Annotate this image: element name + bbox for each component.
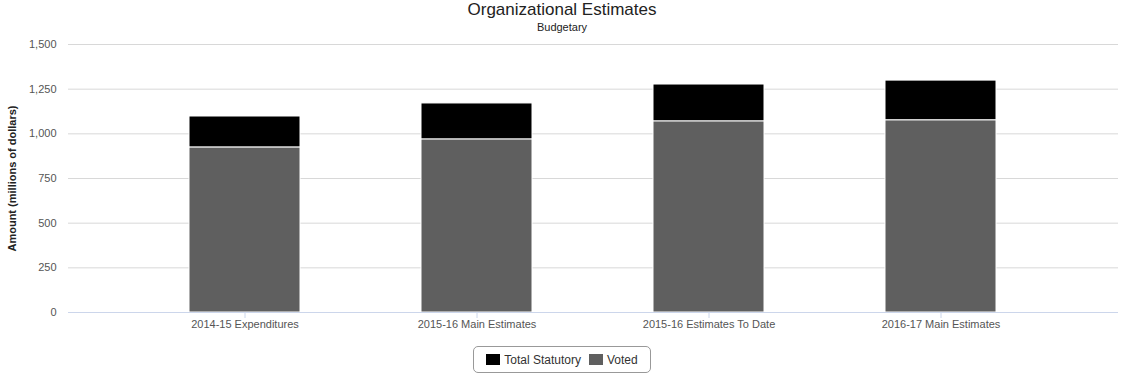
html-text:Budgetary: Budgetary	[536, 21, 588, 33]
svg-text:2014-15 Expenditures: 2014-15 Expenditures	[191, 318, 299, 330]
html-text:Organizational Estimates: Organizational Estimates	[467, 0, 657, 19]
svg-text:Amount (millions of dollars): Amount (millions of dollars)	[6, 105, 18, 251]
svg-text:2015-16 Main Estimates: 2015-16 Main Estimates	[418, 318, 537, 330]
svg-text:500: 500	[38, 217, 56, 229]
html-text:Total Statutory: Total Statutory	[504, 352, 581, 367]
svg-text:750: 750	[38, 172, 56, 184]
svg-text:250: 250	[38, 261, 56, 273]
svg-text:2015-16 Estimates To Date: 2015-16 Estimates To Date	[643, 318, 775, 330]
svg-text:2016-17 Main Estimates: 2016-17 Main Estimates	[882, 318, 1001, 330]
svg-text:1,250: 1,250	[29, 83, 57, 95]
svg-text:1,000: 1,000	[29, 127, 57, 139]
svg-text:0: 0	[50, 306, 56, 318]
html-text:Voted: Voted	[607, 352, 638, 367]
svg-text:1,500: 1,500	[29, 38, 57, 50]
